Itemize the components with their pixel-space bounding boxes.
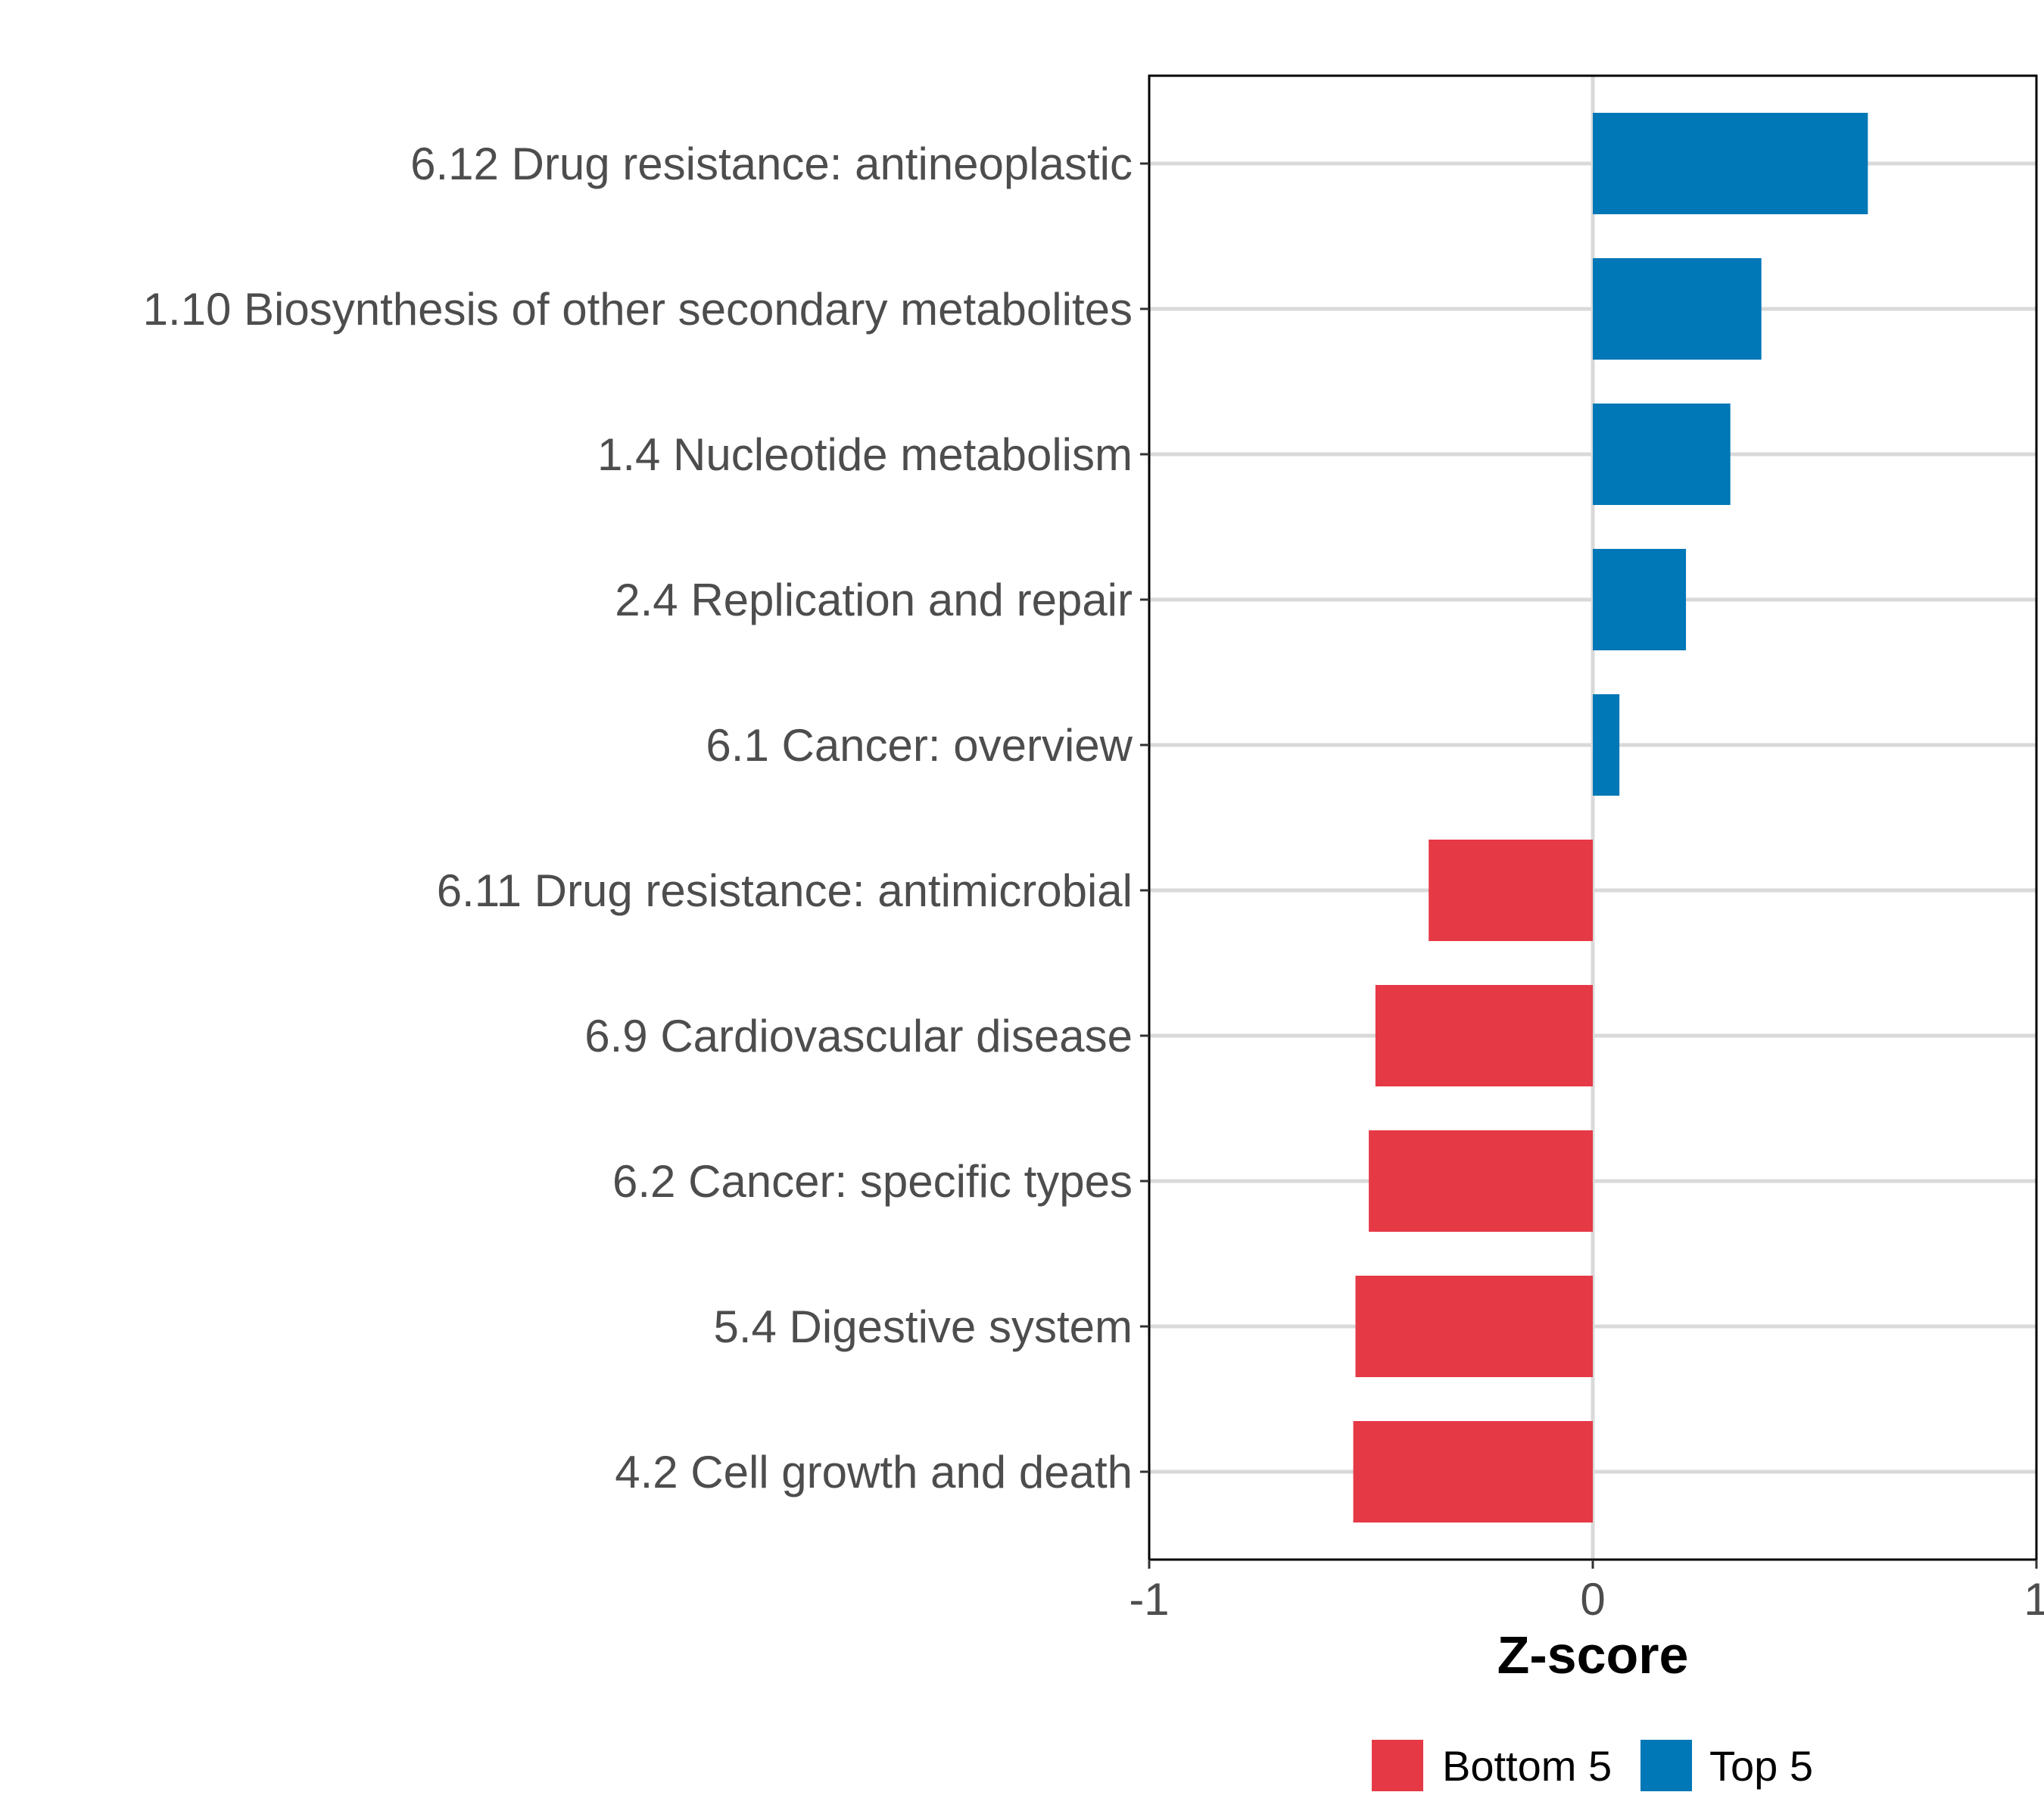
category-label: 1.4 Nucleotide metabolism [597,429,1133,480]
bar [1593,258,1762,360]
y-axis: 6.12 Drug resistance: antineoplastic 1.10… [143,139,1149,1498]
bar [1593,549,1687,650]
category-label: 6.9 Cardiovascular disease [584,1011,1133,1061]
x-tick-label: -1 [1129,1574,1169,1625]
bar [1375,985,1593,1086]
category-label: 2.4 Replication and repair [615,575,1133,625]
bar [1593,113,1868,214]
bar-layer [1353,113,1868,1522]
x-tick-label: 1 [2024,1574,2044,1625]
category-label: 1.10 Biosynthesis of other secondary met… [143,284,1133,335]
bar [1593,404,1731,505]
legend: Bottom 5 Top 5 [1372,1740,1813,1791]
legend-key [1372,1740,1423,1791]
x-tick-label: 0 [1580,1574,1605,1625]
category-label: 6.2 Cancer: specific types [612,1156,1133,1207]
x-axis: -1 0 1 [1129,1560,2044,1625]
x-axis-title: Z-score [1497,1625,1689,1685]
legend-label: Top 5 [1709,1742,1813,1790]
legend-key [1640,1740,1692,1791]
category-label: 6.11 Drug resistance: antimicrobial [437,865,1133,916]
bar [1369,1130,1593,1232]
legend-label: Bottom 5 [1442,1742,1612,1790]
bar [1353,1421,1593,1522]
category-label: 6.1 Cancer: overview [706,720,1133,771]
bar [1355,1276,1593,1377]
category-label: 4.2 Cell growth and death [615,1447,1133,1498]
bar [1593,694,1620,796]
bar [1429,840,1593,941]
category-label: 6.12 Drug resistance: antineoplastic [410,139,1133,189]
category-label: 5.4 Digestive system [713,1301,1133,1352]
